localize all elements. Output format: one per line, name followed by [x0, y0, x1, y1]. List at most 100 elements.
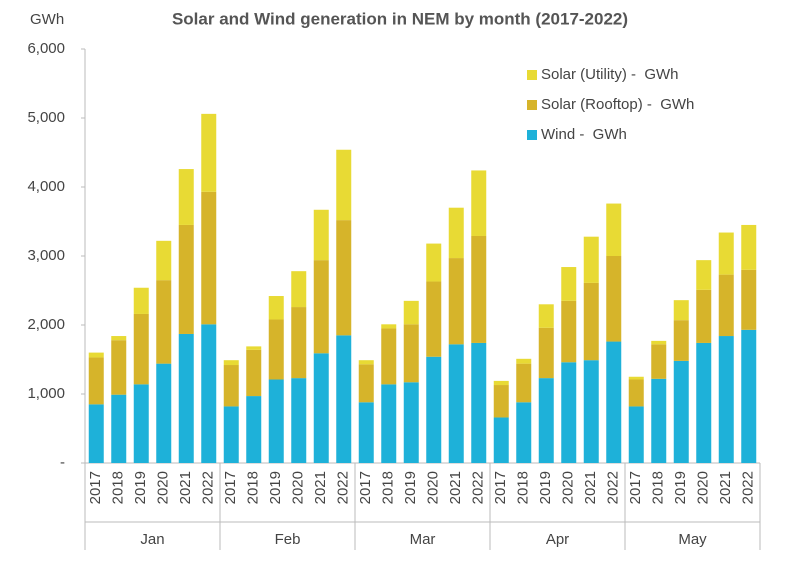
- bar-segment: [133, 384, 149, 463]
- bar-segment: [246, 346, 262, 350]
- bar-segment: [448, 258, 464, 345]
- x-tick-label: 2017: [87, 471, 104, 504]
- legend-swatch: [527, 100, 537, 110]
- bar-segment: [718, 336, 734, 463]
- x-tick-label: 2019: [537, 471, 554, 504]
- bar-segment: [178, 169, 194, 225]
- bar-segment: [538, 378, 554, 463]
- y-tick-label: 1,000: [27, 385, 65, 402]
- legend-swatch: [527, 70, 537, 80]
- bar-segment: [426, 243, 442, 282]
- bar-segment: [178, 224, 194, 334]
- bar-segment: [628, 379, 644, 407]
- x-tick-label: 2021: [312, 471, 329, 504]
- bar-segment: [336, 220, 352, 336]
- x-tick-label: 2020: [425, 471, 442, 504]
- x-tick-label: 2017: [492, 471, 509, 504]
- bar-segment: [628, 376, 644, 380]
- bar-segment: [111, 340, 127, 395]
- bar-segment: [516, 363, 532, 403]
- bar-segment: [178, 333, 194, 463]
- x-tick-label: 2021: [177, 471, 194, 504]
- bar-segment: [156, 240, 172, 281]
- bar-segment: [223, 360, 239, 366]
- x-tick-label: 2017: [627, 471, 644, 504]
- group-label: Mar: [410, 531, 436, 548]
- bar-segment: [673, 320, 689, 361]
- x-tick-label: 2020: [560, 471, 577, 504]
- x-tick-label: 2018: [245, 471, 262, 504]
- bar-segment: [516, 358, 532, 364]
- bar-segment: [561, 300, 577, 363]
- bar-segment: [606, 341, 622, 463]
- bar-segment: [268, 296, 284, 320]
- bar-segment: [358, 360, 374, 365]
- bar-segment: [156, 280, 172, 364]
- bar-segment: [88, 357, 104, 405]
- bar-segment: [313, 209, 329, 261]
- legend-box: [510, 60, 740, 160]
- x-tick-label: 2021: [717, 471, 734, 504]
- bar-segment: [583, 236, 599, 283]
- bar-segment: [156, 363, 172, 463]
- bar-segment: [336, 149, 352, 221]
- bar-segment: [381, 328, 397, 385]
- y-tick-label: 4,000: [27, 178, 65, 195]
- bar-segment: [111, 394, 127, 463]
- bar-segment: [696, 342, 712, 463]
- x-tick-label: 2020: [155, 471, 172, 504]
- group-label: Feb: [275, 531, 301, 548]
- x-tick-label: 2019: [672, 471, 689, 504]
- bar-segment: [493, 385, 509, 418]
- bar-segment: [606, 203, 622, 256]
- bar-segment: [516, 402, 532, 463]
- x-tick-label: 2021: [582, 471, 599, 504]
- group-label: Apr: [546, 531, 569, 548]
- bar-segment: [403, 324, 419, 383]
- x-tick-label: 2022: [200, 471, 217, 504]
- bar-segment: [381, 384, 397, 463]
- legend-label: Solar (Rooftop) - GWh: [541, 96, 694, 113]
- x-tick-label: 2022: [335, 471, 352, 504]
- bar-segment: [246, 396, 262, 463]
- legend-label: Wind - GWh: [541, 126, 627, 143]
- bar-segment: [628, 406, 644, 463]
- y-tick-label: 2,000: [27, 316, 65, 333]
- y-tick-label: 3,000: [27, 247, 65, 264]
- bar-segment: [403, 300, 419, 325]
- chart-title: Solar and Wind generation in NEM by mont…: [172, 9, 628, 28]
- x-tick-label: 2017: [357, 471, 374, 504]
- bar-segment: [223, 365, 239, 407]
- bar-segment: [673, 360, 689, 463]
- bar-segment: [651, 378, 667, 463]
- bar-segment: [606, 256, 622, 342]
- x-tick-label: 2019: [267, 471, 284, 504]
- bar-segment: [358, 402, 374, 463]
- bar-segment: [336, 335, 352, 463]
- y-tick-label: 6,000: [27, 40, 65, 57]
- bar-segment: [88, 352, 104, 358]
- bar-segment: [268, 319, 284, 380]
- x-tick-label: 2022: [605, 471, 622, 504]
- x-tick-label: 2018: [110, 471, 127, 504]
- bar-segment: [741, 329, 757, 463]
- x-tick-label: 2018: [650, 471, 667, 504]
- x-tick-label: 2022: [740, 471, 757, 504]
- bar-segment: [493, 417, 509, 463]
- bar-segment: [471, 170, 487, 236]
- x-tick-label: 2017: [222, 471, 239, 504]
- bar-segment: [448, 207, 464, 259]
- bar-segment: [718, 274, 734, 337]
- bar-segment: [426, 356, 442, 463]
- bar-segment: [538, 327, 554, 379]
- x-tick-label: 2020: [695, 471, 712, 504]
- bar-segment: [201, 113, 217, 192]
- bar-segment: [223, 406, 239, 463]
- bar-segment: [201, 324, 217, 463]
- bar-segment: [448, 344, 464, 463]
- bar-segment: [313, 260, 329, 354]
- x-tick-label: 2019: [402, 471, 419, 504]
- bar-segment: [291, 307, 307, 379]
